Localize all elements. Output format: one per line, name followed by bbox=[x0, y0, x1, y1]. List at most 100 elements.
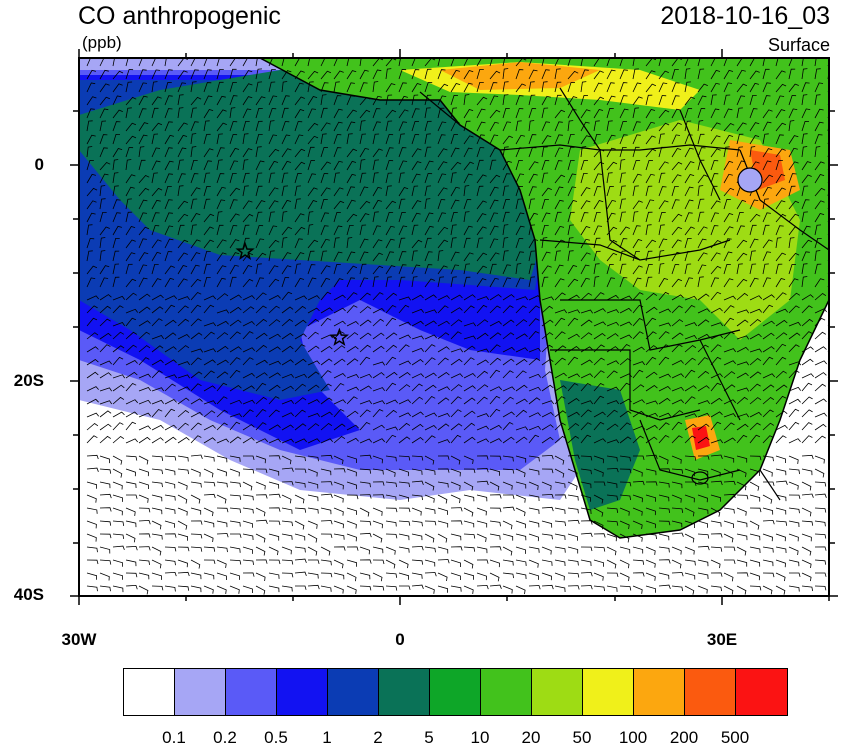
wind-barb bbox=[736, 361, 750, 366]
wind-barb bbox=[112, 481, 123, 490]
wind-barb bbox=[295, 585, 307, 590]
wind-barb bbox=[398, 533, 410, 541]
wind-barb bbox=[775, 533, 786, 542]
wind-barb bbox=[190, 81, 197, 93]
wind-barb bbox=[489, 520, 501, 527]
wind-barb bbox=[177, 296, 191, 301]
wind-barb bbox=[723, 533, 734, 543]
wind-barb bbox=[398, 436, 411, 444]
wind-barb bbox=[593, 321, 607, 327]
colorbar-swatch bbox=[430, 669, 481, 715]
wind-barb bbox=[710, 480, 723, 486]
wind-barb bbox=[710, 160, 719, 171]
wind-barb bbox=[99, 147, 108, 158]
wind-barb bbox=[177, 107, 184, 119]
wind-barb bbox=[450, 455, 461, 465]
wind-barb bbox=[697, 572, 709, 580]
wind-barb bbox=[99, 185, 106, 197]
wind-barb bbox=[125, 533, 136, 543]
wind-barb bbox=[281, 572, 294, 578]
wind-barb bbox=[346, 410, 359, 418]
wind-barb bbox=[294, 558, 307, 564]
wind-barb bbox=[593, 292, 605, 301]
wind-barb bbox=[476, 425, 490, 431]
wind-barb bbox=[632, 533, 643, 542]
wind-barb bbox=[151, 199, 161, 210]
wind-barb bbox=[177, 94, 184, 106]
wind-barb bbox=[632, 185, 639, 197]
lesotho-outline bbox=[691, 471, 709, 485]
wind-barb bbox=[710, 212, 719, 223]
wind-barb bbox=[671, 95, 680, 106]
wind-barb bbox=[593, 96, 605, 106]
wind-barb bbox=[684, 295, 698, 301]
wind-barb bbox=[528, 161, 539, 171]
wind-barb bbox=[645, 239, 657, 249]
wind-barb bbox=[190, 435, 202, 444]
wind-barb bbox=[372, 252, 383, 262]
wind-barb bbox=[203, 493, 216, 499]
wind-barb bbox=[333, 507, 344, 516]
wind-barb bbox=[294, 185, 301, 197]
wind-barb bbox=[411, 148, 422, 158]
wind-barb bbox=[424, 251, 433, 262]
wind-barb bbox=[216, 332, 229, 340]
wind-barb bbox=[749, 70, 760, 80]
wind-barb bbox=[151, 278, 162, 288]
wind-barb bbox=[645, 263, 653, 275]
wind-barb bbox=[736, 533, 748, 541]
wind-barb bbox=[788, 332, 801, 340]
wind-barb bbox=[346, 199, 356, 210]
wind-barb bbox=[489, 305, 501, 314]
wind-barb bbox=[502, 358, 515, 366]
wind-barb bbox=[268, 265, 279, 275]
wind-barb bbox=[775, 263, 783, 275]
wind-barb bbox=[580, 81, 587, 93]
wind-barb bbox=[281, 424, 294, 431]
wind-barb bbox=[216, 224, 224, 236]
wind-barb bbox=[398, 251, 407, 262]
wind-barb bbox=[399, 585, 411, 590]
wind-barb bbox=[398, 399, 412, 405]
wind-barb bbox=[697, 468, 709, 476]
wind-barb bbox=[125, 559, 137, 567]
wind-barb bbox=[216, 293, 229, 301]
wind-barb bbox=[528, 507, 540, 515]
wind-barb bbox=[671, 278, 683, 288]
wind-barb bbox=[528, 305, 540, 314]
wind-barb bbox=[749, 108, 758, 119]
wind-barb bbox=[164, 147, 173, 158]
wind-barb bbox=[567, 186, 577, 197]
wind-barb bbox=[814, 559, 827, 565]
wind-barb bbox=[593, 212, 601, 223]
wind-barb bbox=[515, 173, 525, 184]
wind-barb bbox=[814, 263, 822, 275]
wind-barb bbox=[476, 108, 486, 119]
wind-barb bbox=[554, 494, 567, 499]
wind-barb bbox=[86, 467, 99, 472]
wind-barb bbox=[99, 559, 112, 565]
wind-barb bbox=[762, 109, 773, 119]
wind-barb bbox=[762, 384, 775, 392]
wind-barb bbox=[190, 292, 202, 301]
wind-barb bbox=[86, 58, 91, 67]
wind-barb bbox=[775, 343, 787, 353]
wind-barb bbox=[125, 520, 137, 528]
wind-barb bbox=[281, 332, 294, 340]
wind-barb bbox=[125, 421, 137, 431]
wind-barb bbox=[346, 173, 357, 184]
wind-barb bbox=[489, 344, 501, 353]
wind-barb bbox=[294, 58, 304, 67]
wind-barb bbox=[684, 120, 692, 132]
wind-barb bbox=[788, 421, 800, 431]
wind-barb bbox=[411, 264, 421, 275]
wind-barb bbox=[450, 307, 463, 314]
wind-barb bbox=[697, 83, 708, 93]
wind-barb bbox=[385, 251, 394, 262]
wind-barb bbox=[450, 172, 457, 184]
wind-barb bbox=[177, 213, 189, 223]
wind-barb bbox=[411, 69, 420, 80]
wind-barb bbox=[684, 305, 696, 314]
wind-barb bbox=[463, 82, 473, 93]
wind-barb bbox=[151, 133, 159, 145]
